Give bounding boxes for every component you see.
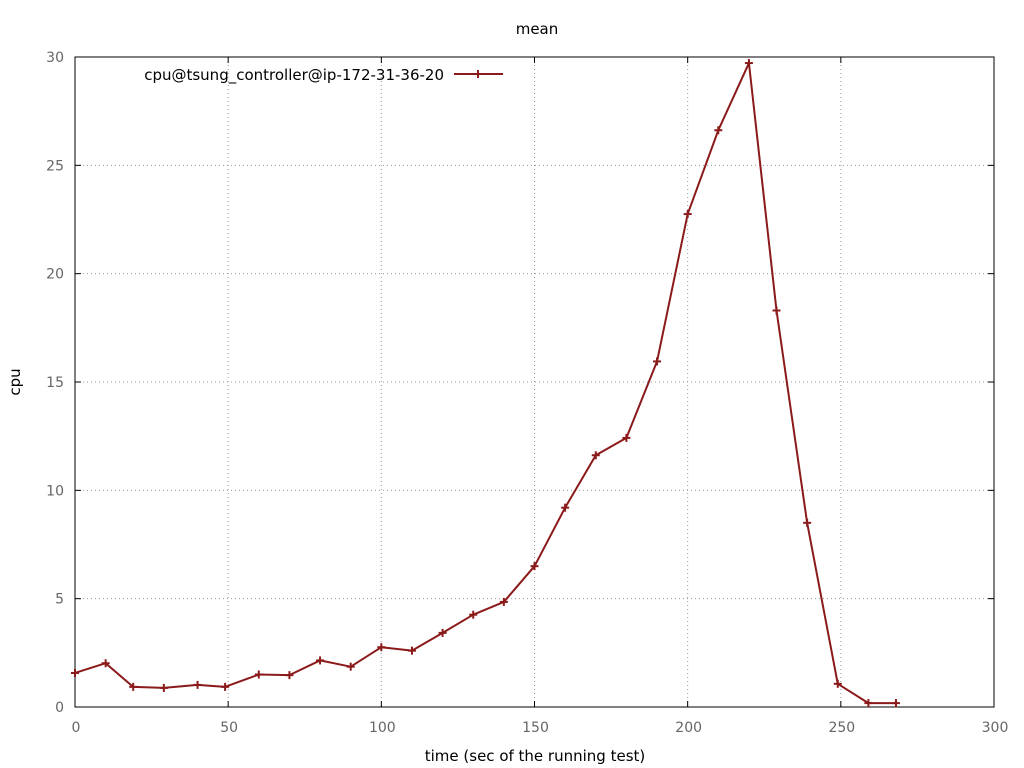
data-point-marker [833, 679, 842, 688]
data-point-marker [772, 306, 781, 315]
data-point-marker [407, 646, 416, 655]
data-point-marker [864, 699, 873, 708]
data-point-marker [438, 628, 447, 637]
legend-label: cpu@tsung_controller@ip-172-31-36-20 [144, 66, 444, 85]
data-point-marker [622, 433, 631, 442]
data-point-marker [285, 671, 294, 680]
data-point-marker [474, 70, 482, 78]
tick-marks [74, 56, 995, 708]
data-point-marker [129, 682, 138, 691]
data-point-marker [499, 597, 508, 606]
y-tick-label: 0 [55, 700, 64, 716]
y-tick-label: 30 [46, 50, 64, 66]
y-tick-label: 10 [46, 483, 64, 499]
x-tick-label: 300 [982, 720, 1009, 736]
data-point-marker [891, 699, 900, 708]
data-point-marker [346, 662, 355, 671]
y-axis-label: cpu [6, 368, 24, 395]
data-point-marker [744, 59, 753, 68]
x-tick-label: 100 [369, 720, 396, 736]
data-point-marker [803, 518, 812, 527]
y-tick-label: 5 [55, 592, 64, 608]
data-point-marker [193, 680, 202, 689]
data-point-marker [469, 610, 478, 619]
data-point-marker [254, 670, 263, 679]
data-point-marker [714, 126, 723, 135]
legend: cpu@tsung_controller@ip-172-31-36-20 [144, 66, 503, 85]
y-axis-ticks: 0 5 10 15 20 25 30 [46, 50, 64, 716]
x-tick-label: 50 [220, 720, 238, 736]
x-axis-label: time (sec of the running test) [425, 747, 646, 765]
grid [75, 57, 994, 707]
data-point-marker [159, 683, 168, 692]
y-tick-label: 25 [46, 158, 64, 174]
legend-marker [474, 70, 482, 78]
series-layer [71, 59, 900, 708]
x-tick-label: 250 [828, 720, 855, 736]
y-tick-label: 15 [46, 375, 64, 391]
data-point-marker [591, 451, 600, 460]
x-tick-label: 200 [675, 720, 702, 736]
x-tick-label: 0 [72, 720, 81, 736]
data-point-marker [71, 668, 79, 677]
x-axis-ticks: 0 50 100 150 200 250 300 [72, 720, 1009, 736]
series-line [74, 62, 896, 705]
data-point-marker [377, 643, 386, 652]
data-point-marker [101, 659, 110, 668]
data-point-marker [561, 503, 570, 512]
y-tick-label: 20 [46, 267, 64, 283]
data-point-marker [530, 562, 539, 571]
data-point-marker [683, 210, 692, 219]
x-tick-label: 150 [522, 720, 549, 736]
data-point-marker [316, 656, 325, 665]
data-point-marker [653, 357, 662, 366]
chart-title: mean [516, 20, 559, 38]
data-point-marker [221, 682, 230, 691]
